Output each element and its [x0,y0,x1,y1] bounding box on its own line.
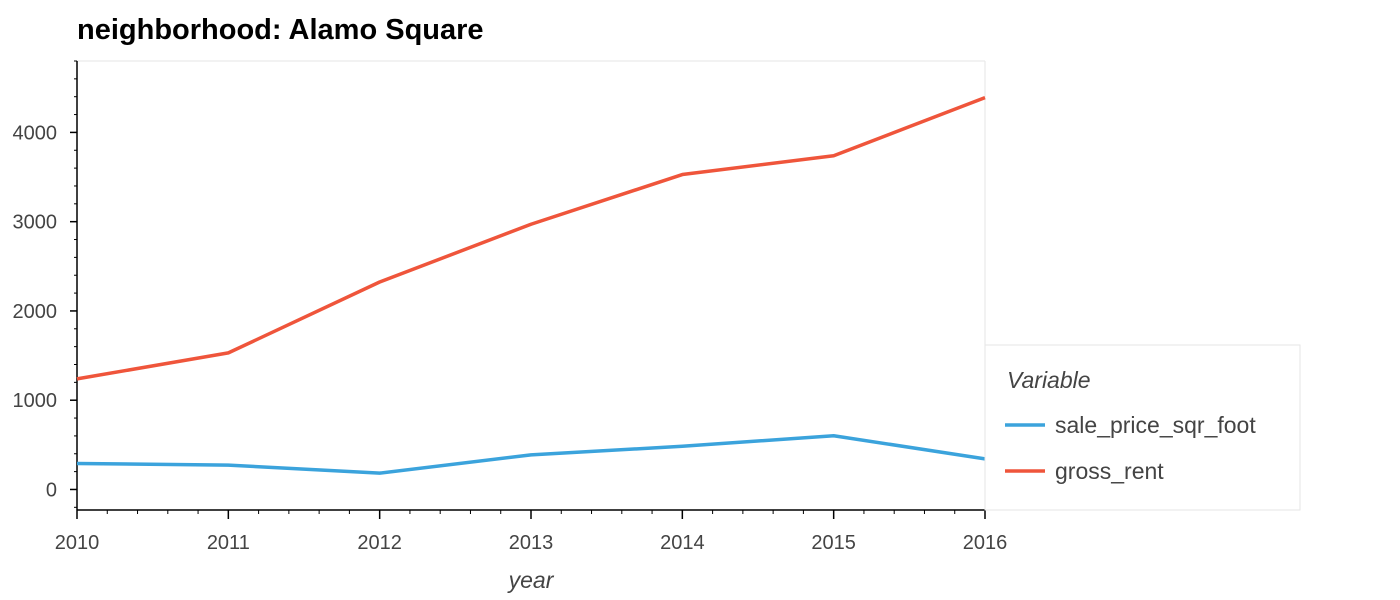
x-tick-label: 2011 [207,532,250,554]
legend-item-sale-price-sqr-foot-label: sale_price_sqr_foot [1055,412,1256,438]
y-axis: 0 1000 2000 3000 4000 [13,60,78,510]
chart-title: neighborhood: Alamo Square [77,14,484,46]
x-tick-label: 2015 [811,532,856,554]
series-layer [76,95,986,475]
plot-frame [77,60,986,510]
y-tick-label: 2000 [13,301,58,323]
x-tick-label: 2013 [509,532,554,554]
y-tick-label: 3000 [13,212,58,234]
y-tick-label: 4000 [13,122,58,144]
legend-items: sale_price_sqr_foot gross_rent [1005,412,1256,484]
x-axis: 2010 2011 2012 2013 2014 2015 2016 [55,509,1008,554]
legend: Variable sale_price_sqr_foot gross_rent [984,344,1301,511]
x-tick-label: 2010 [55,532,100,554]
legend-item-gross-rent-label: gross_rent [1055,458,1164,484]
series-line-sale-price-sqr-foot [76,433,986,475]
x-axis-title: year [507,567,555,593]
y-tick-label: 0 [46,479,57,501]
x-tick-label: 2016 [963,532,1008,554]
legend-title: Variable [1007,367,1091,393]
y-tick-label: 1000 [13,390,58,412]
x-tick-label: 2014 [660,532,705,554]
series-line-gross-rent [76,95,986,381]
x-tick-label: 2012 [357,532,402,554]
legend-box [984,344,1301,511]
